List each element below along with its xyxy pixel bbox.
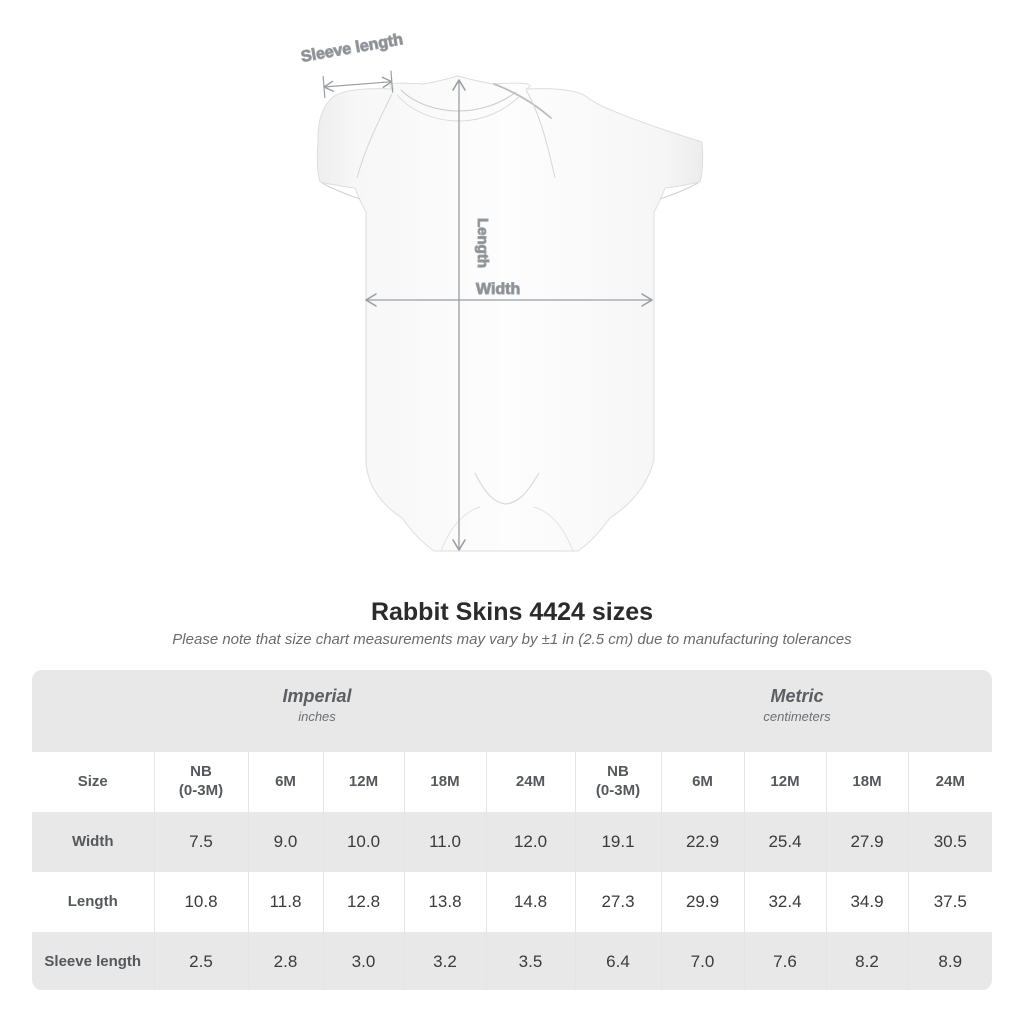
svg-text:Sleeve length: Sleeve length (300, 31, 405, 66)
svg-text:Length: Length (474, 218, 491, 268)
svg-text:Width: Width (476, 281, 520, 298)
